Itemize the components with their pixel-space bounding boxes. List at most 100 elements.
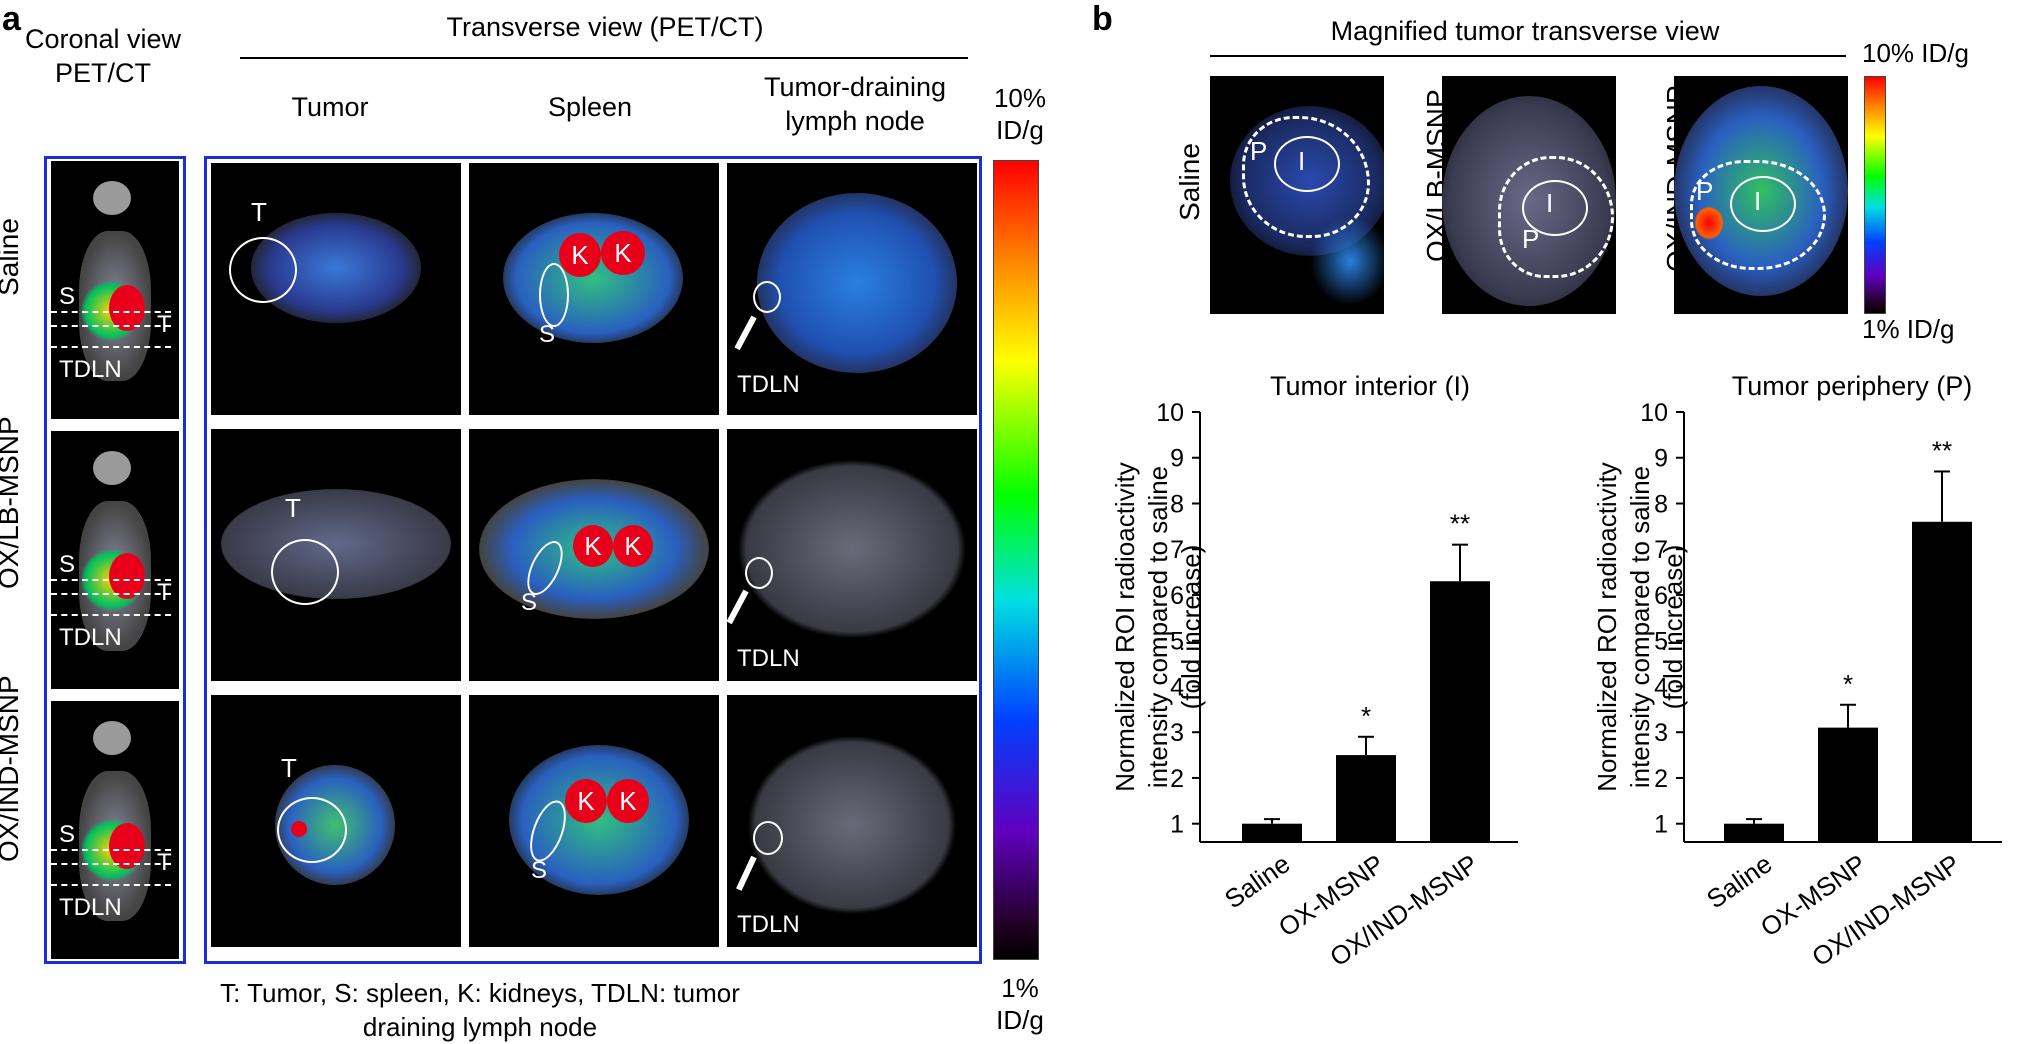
color-scale-a bbox=[993, 160, 1039, 960]
col-header-lymph: Tumor-draining lymph node bbox=[763, 72, 947, 136]
bar-charts: Tumor interior (I) Normalized ROI radioac… bbox=[1110, 371, 2002, 972]
magnified-ox-lb: I P bbox=[1442, 76, 1616, 314]
x-category-label: Saline bbox=[1219, 848, 1295, 914]
y-axis-label: Normalized ROI radioactivity bbox=[1592, 462, 1622, 791]
tdln-label: TDLN bbox=[737, 645, 800, 672]
coronal-image-ox-lb: S T TDLN bbox=[51, 431, 179, 689]
tdln-arrow-icon bbox=[734, 315, 757, 351]
transverse-tumor-saline: T bbox=[211, 163, 461, 415]
kidney-label: K bbox=[565, 779, 607, 823]
significance-marker: ** bbox=[1450, 509, 1470, 539]
x-category-label: Saline bbox=[1701, 848, 1777, 914]
y-tick-label: 2 bbox=[1654, 765, 1668, 793]
y-tick-label: 8 bbox=[1654, 490, 1668, 518]
y-axis-label: intensity compared to saline bbox=[1143, 466, 1173, 788]
mag-p-label: P bbox=[1522, 224, 1540, 254]
tumor-t-label: T bbox=[285, 493, 301, 523]
coronal-s-label: S bbox=[59, 551, 76, 578]
y-tick-label: 4 bbox=[1170, 673, 1184, 701]
coronal-tdln-label: TDLN bbox=[59, 894, 122, 921]
panel-a-letter: a bbox=[2, 0, 21, 38]
coronal-tdln-label: TDLN bbox=[59, 356, 122, 383]
spleen-s-label: S bbox=[539, 321, 556, 348]
y-tick-label: 7 bbox=[1654, 536, 1668, 564]
row-label-ox-ind: OX/IND-MSNP bbox=[0, 675, 24, 862]
tumor-t-label: T bbox=[251, 197, 267, 227]
mag-p-label: P bbox=[1696, 176, 1714, 206]
transverse-header-rule bbox=[240, 57, 968, 59]
y-tick-label: 3 bbox=[1654, 719, 1668, 747]
y-tick-label: 8 bbox=[1170, 490, 1184, 518]
kidney-label: K bbox=[559, 233, 601, 277]
y-tick-label: 9 bbox=[1170, 445, 1184, 473]
kidney-label: K bbox=[601, 231, 645, 275]
magnified-saline: P I bbox=[1210, 76, 1384, 314]
transverse-view-header: Transverse view (PET/CT) bbox=[446, 12, 764, 42]
magnified-header: Magnified tumor transverse view bbox=[1330, 16, 1720, 46]
coronal-image-saline: S T TDLN bbox=[51, 161, 179, 419]
kidney-label: K bbox=[573, 525, 613, 567]
coronal-view-header: Coronal view PET/CT bbox=[24, 24, 182, 88]
scale-b-bottom: 1% ID/g bbox=[1862, 314, 1955, 344]
significance-marker: * bbox=[1843, 669, 1853, 699]
transverse-lymph-ox-ind: TDLN bbox=[727, 695, 977, 947]
coronal-frame: S T TDLN S T TDLN S T TDLN bbox=[44, 156, 186, 964]
magnified-ox-ind: P I bbox=[1674, 76, 1848, 314]
transverse-lymph-ox-lb: TDLN bbox=[727, 429, 977, 681]
y-axis-label: Normalized ROI radioactivity bbox=[1110, 462, 1140, 791]
spleen-s-label: S bbox=[531, 857, 548, 884]
significance-marker: * bbox=[1361, 701, 1371, 731]
row-label-ox-lb: OX/LB-MSNP bbox=[0, 416, 24, 589]
bar bbox=[1242, 823, 1302, 842]
y-tick-label: 6 bbox=[1170, 582, 1184, 610]
coronal-t-label: T bbox=[157, 849, 172, 876]
tdln-arrow-icon bbox=[736, 855, 757, 891]
scale-b-top: 10% ID/g bbox=[1862, 38, 1969, 68]
col-header-tumor: Tumor bbox=[291, 92, 369, 122]
tumor-t-label: T bbox=[281, 753, 297, 783]
transverse-tumor-ox-lb: T bbox=[211, 429, 461, 681]
coronal-s-label: S bbox=[59, 821, 76, 848]
magnified-header-rule bbox=[1210, 55, 1846, 57]
tdln-label: TDLN bbox=[737, 911, 800, 938]
y-tick-label: 3 bbox=[1170, 719, 1184, 747]
mag-i-label: I bbox=[1754, 186, 1762, 216]
transverse-lymph-saline: TDLN bbox=[727, 163, 977, 415]
y-tick-label: 10 bbox=[1640, 399, 1668, 427]
y-tick-label: 5 bbox=[1170, 628, 1184, 656]
y-tick-label: 6 bbox=[1654, 582, 1668, 610]
legend-text: T: Tumor, S: spleen, K: kidneys, TDLN: t… bbox=[220, 978, 740, 1042]
transverse-tumor-ox-ind: T bbox=[211, 695, 461, 947]
coronal-tdln-label: TDLN bbox=[59, 624, 122, 651]
significance-marker: ** bbox=[1932, 435, 1952, 465]
kidney-label: K bbox=[613, 525, 653, 567]
tdln-arrow-icon bbox=[727, 589, 749, 625]
col-header-spleen: Spleen bbox=[547, 92, 633, 122]
coronal-s-label: S bbox=[59, 283, 76, 310]
tdln-label: TDLN bbox=[737, 371, 800, 398]
coronal-t-label: T bbox=[157, 311, 172, 338]
y-tick-label: 4 bbox=[1654, 673, 1668, 701]
coronal-image-ox-ind: S T TDLN bbox=[51, 701, 179, 959]
scale-a-bottom: 1% ID/g bbox=[996, 973, 1044, 1035]
b-row-label-saline: Saline bbox=[1174, 143, 1205, 221]
bar bbox=[1724, 823, 1784, 842]
mag-p-label: P bbox=[1250, 136, 1268, 166]
bar bbox=[1336, 755, 1396, 842]
chart-title: Tumor interior (I) bbox=[1270, 371, 1470, 401]
y-tick-label: 5 bbox=[1654, 628, 1668, 656]
y-axis-label: intensity compared to saline bbox=[1625, 466, 1655, 788]
coronal-t-label: T bbox=[157, 579, 172, 606]
transverse-spleen-ox-ind: K K S bbox=[469, 695, 719, 947]
y-tick-label: 7 bbox=[1170, 536, 1184, 564]
y-tick-label: 10 bbox=[1156, 399, 1184, 427]
transverse-spleen-saline: K K S bbox=[469, 163, 719, 415]
y-tick-label: 1 bbox=[1170, 811, 1184, 839]
kidney-label: K bbox=[607, 779, 649, 823]
bar bbox=[1430, 581, 1490, 842]
mag-i-label: I bbox=[1546, 188, 1554, 218]
spleen-s-label: S bbox=[521, 589, 538, 616]
y-tick-label: 9 bbox=[1654, 445, 1668, 473]
row-label-saline: Saline bbox=[0, 218, 24, 296]
bar bbox=[1818, 727, 1878, 842]
